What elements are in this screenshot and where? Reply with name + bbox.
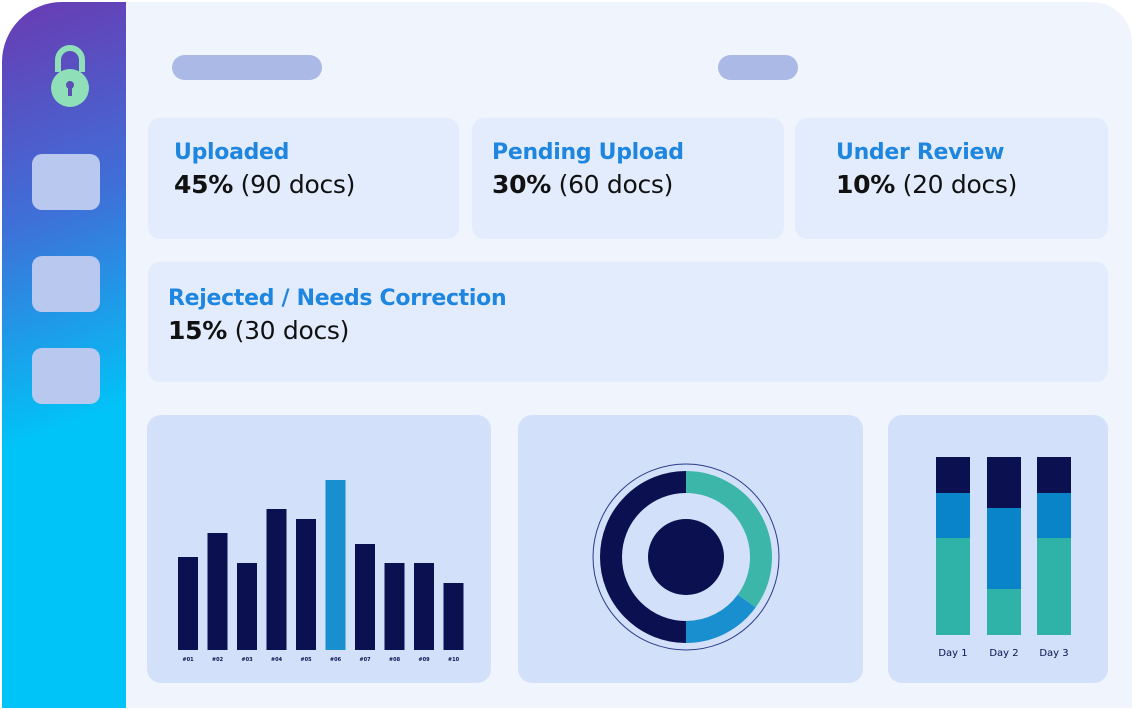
x-tick-label: #10 xyxy=(448,657,460,663)
donut-outline xyxy=(592,463,780,651)
bar xyxy=(237,563,257,650)
placeholder-bar xyxy=(172,55,322,80)
x-tick-label: #09 xyxy=(418,657,430,663)
card-value: 10% (20 docs) xyxy=(836,170,1017,199)
x-tick-label: #04 xyxy=(271,657,283,663)
placeholder-bar xyxy=(718,55,798,80)
card-percent: 15% xyxy=(168,316,227,345)
card-docs: (20 docs) xyxy=(902,170,1018,199)
donut-center xyxy=(648,519,724,595)
bar-segment xyxy=(936,457,970,493)
card-value: 15% (30 docs) xyxy=(168,316,349,345)
card-percent: 10% xyxy=(836,170,895,199)
bar-segment xyxy=(936,493,970,538)
bar-segment xyxy=(987,508,1021,589)
status-card: Pending Upload 30% (60 docs) xyxy=(472,118,784,239)
x-tick-label: #08 xyxy=(389,657,401,663)
donut-segment xyxy=(685,594,756,643)
nav-item[interactable] xyxy=(32,256,100,312)
bar-segment xyxy=(987,589,1021,635)
card-docs: (60 docs) xyxy=(558,170,674,199)
bar-segment xyxy=(1037,493,1071,538)
card-docs: (30 docs) xyxy=(234,316,350,345)
card-label: Pending Upload xyxy=(492,140,684,165)
bar xyxy=(207,533,228,650)
card-value: 30% (60 docs) xyxy=(492,170,673,199)
card-docs: (90 docs) xyxy=(240,170,356,199)
card-percent: 45% xyxy=(174,170,233,199)
bar-segment xyxy=(1037,457,1071,493)
donut-segment xyxy=(600,471,687,643)
bar xyxy=(355,544,375,650)
sidebar xyxy=(2,2,126,708)
card-label: Under Review xyxy=(836,140,1005,165)
nav-item[interactable] xyxy=(32,154,100,210)
x-tick-label: Day 2 xyxy=(989,648,1018,659)
bar xyxy=(325,480,346,650)
x-tick-label: #03 xyxy=(241,657,253,663)
status-card: Uploaded 45% (90 docs) xyxy=(148,118,459,239)
card-label: Rejected / Needs Correction xyxy=(168,286,507,311)
donut-segment xyxy=(685,471,772,608)
x-tick-label: #07 xyxy=(359,657,371,663)
bar xyxy=(443,583,464,650)
x-tick-label: #05 xyxy=(300,657,312,663)
card-percent: 30% xyxy=(492,170,551,199)
x-tick-label: Day 3 xyxy=(1039,648,1068,659)
status-card: Rejected / Needs Correction 15% (30 docs… xyxy=(148,262,1108,382)
bar xyxy=(414,563,434,650)
bar xyxy=(296,519,316,650)
card-value: 45% (90 docs) xyxy=(174,170,355,199)
x-tick-label: #01 xyxy=(182,657,194,663)
bar xyxy=(266,509,287,650)
bar xyxy=(178,557,198,650)
lock-icon xyxy=(51,45,89,107)
bar-segment xyxy=(987,457,1021,508)
bar-segment xyxy=(936,538,970,635)
x-tick-label: #06 xyxy=(330,657,342,663)
nav-item[interactable] xyxy=(32,348,100,404)
x-tick-label: Day 1 xyxy=(938,648,967,659)
bar xyxy=(384,563,405,650)
card-label: Uploaded xyxy=(174,140,290,165)
x-tick-label: #02 xyxy=(212,657,224,663)
bar-segment xyxy=(1037,538,1071,635)
status-card: Under Review 10% (20 docs) xyxy=(795,118,1108,239)
